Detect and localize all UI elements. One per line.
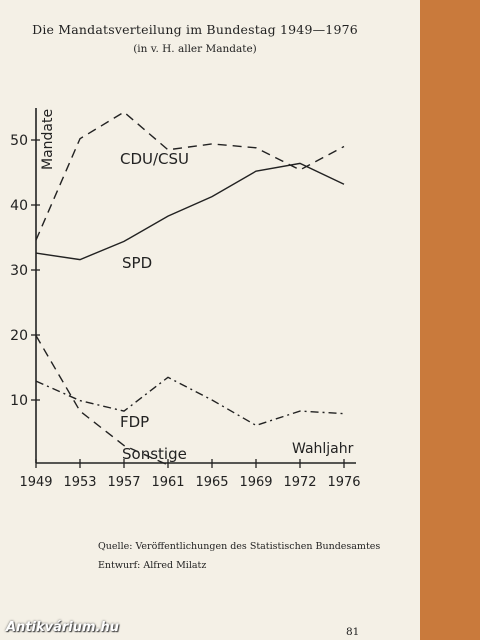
y-tick-label: 50	[10, 133, 28, 149]
axes: 10 20 30 40 50 1949 1953 1957 1961 1965 1969 1972 19…	[10, 108, 361, 490]
series-line-cducsu	[35, 111, 345, 241]
series-label: SPD	[122, 254, 152, 272]
labels-layer: Mandate Wahljahr CDU/CSU SPD FDP Sonstige	[40, 109, 354, 463]
watermark-logo: Antikvárium.hu	[6, 620, 119, 635]
y-tick-label: 20	[10, 328, 28, 344]
x-axis-label: Wahljahr	[292, 441, 354, 457]
series-label: FDP	[120, 413, 149, 431]
y-tick-label: 40	[10, 198, 28, 214]
line-chart: 10 20 30 40 50 1949 1953 1957 1961 1965 1969 1972 19…	[10, 108, 361, 490]
source-note: Quelle: Veröffentlichungen des Statistis…	[98, 541, 381, 552]
x-tick-label: 1965	[195, 475, 228, 490]
page-number: 81	[346, 626, 360, 638]
book-page	[0, 0, 420, 640]
series-line-fdp	[35, 376, 345, 427]
series-label: Sonstige	[122, 445, 187, 463]
series-line-sonstige	[35, 335, 169, 466]
book-edge	[420, 0, 480, 640]
y-tick-label: 10	[10, 393, 28, 409]
y-tick-label: 30	[10, 263, 28, 279]
y-axis-label: Mandate	[40, 109, 56, 170]
series-label: CDU/CSU	[120, 150, 189, 168]
series-line-spd	[35, 162, 345, 261]
author-note: Entwurf: Alfred Milatz	[98, 560, 207, 571]
x-tick-label: 1949	[19, 475, 52, 490]
chart-title: Die Mandatsverteilung im Bundestag 1949—…	[32, 22, 358, 37]
x-tick-label: 1969	[239, 475, 272, 490]
series-layer	[35, 111, 345, 466]
x-tick-label: 1953	[63, 475, 96, 490]
x-tick-label: 1972	[283, 475, 316, 490]
x-tick-label: 1957	[107, 475, 140, 490]
x-tick-label: 1961	[151, 475, 184, 490]
x-tick-label: 1976	[327, 475, 360, 490]
chart-subtitle: (in v. H. aller Mandate)	[133, 43, 257, 55]
